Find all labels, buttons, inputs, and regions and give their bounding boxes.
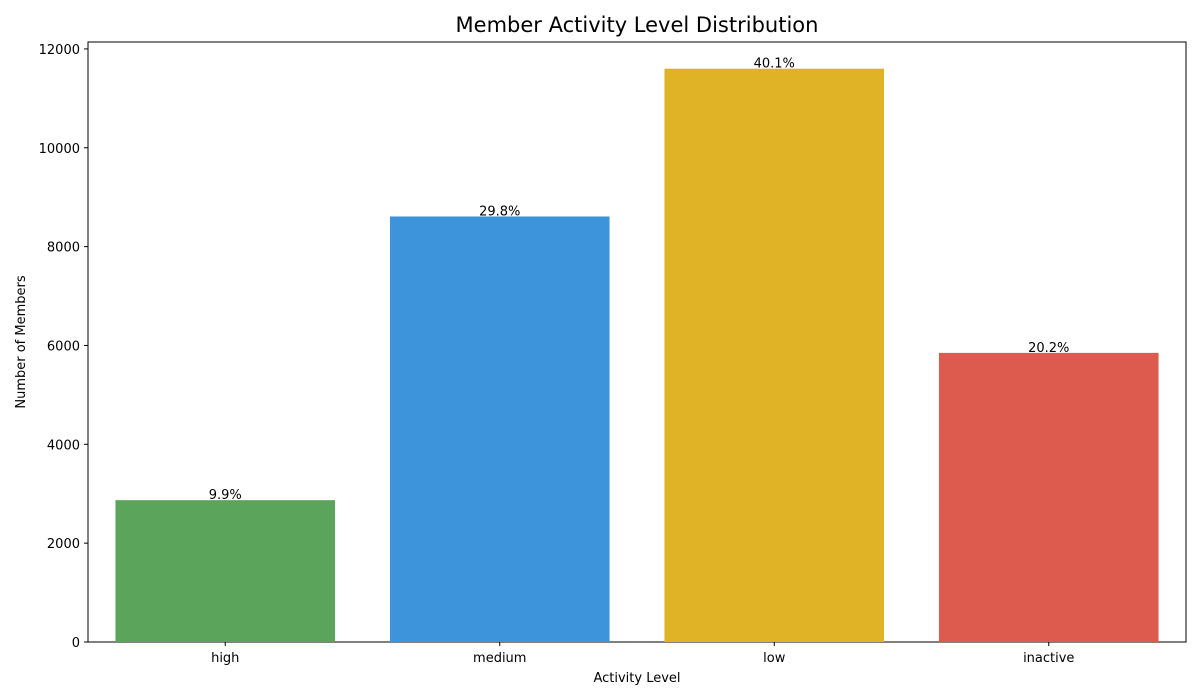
y-tick-label: 8000 bbox=[47, 241, 80, 256]
percent-label: 20.2% bbox=[1028, 341, 1069, 356]
y-tick-label: 10000 bbox=[39, 142, 80, 157]
y-tick-label: 0 bbox=[72, 636, 80, 651]
x-tick-label: low bbox=[763, 651, 786, 666]
x-tick-label: medium bbox=[473, 651, 526, 666]
x-tick-label: inactive bbox=[1023, 651, 1074, 666]
axes-frame bbox=[87, 41, 1187, 643]
bar bbox=[938, 352, 1159, 642]
y-tick-label: 12000 bbox=[39, 43, 80, 58]
bar bbox=[389, 216, 610, 642]
x-axis-label: Activity Level bbox=[593, 671, 680, 686]
y-tick-label: 4000 bbox=[47, 438, 80, 453]
percent-label: 29.8% bbox=[479, 204, 520, 219]
chart-title: Member Activity Level Distribution bbox=[456, 13, 819, 37]
y-tick-label: 2000 bbox=[47, 537, 80, 552]
y-axis-label: Number of Members bbox=[14, 275, 29, 408]
y-tick-label: 6000 bbox=[47, 339, 80, 354]
percent-label: 9.9% bbox=[209, 488, 242, 503]
bar bbox=[664, 68, 885, 643]
percent-label: 40.1% bbox=[754, 57, 795, 72]
bar bbox=[115, 500, 336, 642]
x-tick-label: high bbox=[211, 651, 239, 666]
